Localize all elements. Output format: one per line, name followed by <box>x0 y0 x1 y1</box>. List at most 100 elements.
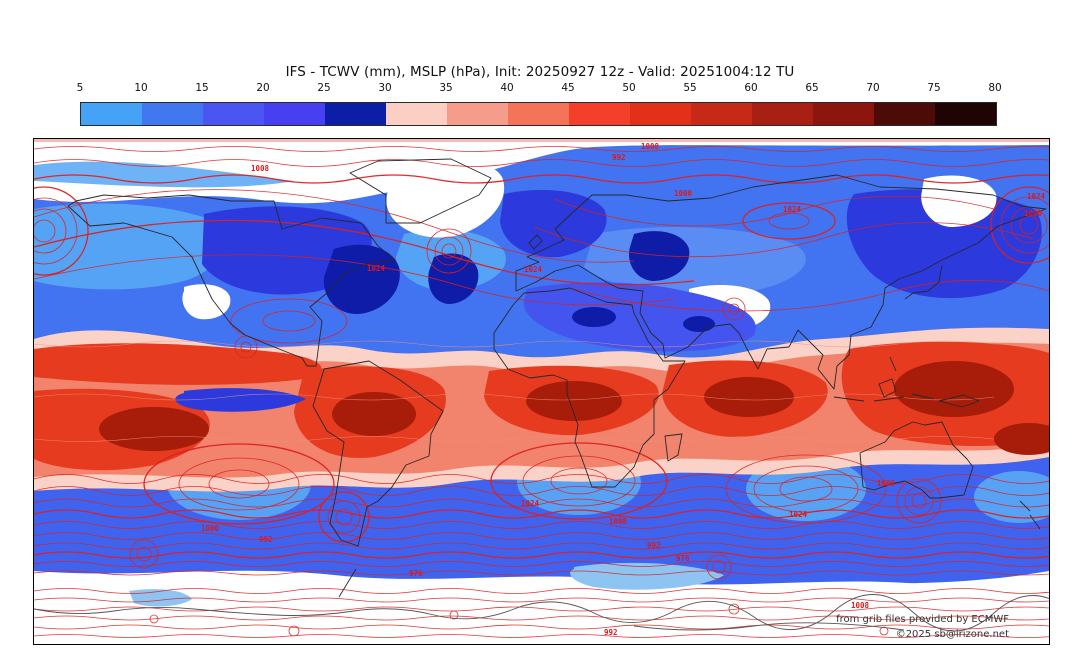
north-america-coast <box>67 194 396 367</box>
antarctica-coast-inner <box>633 622 905 631</box>
mslp-contour-label: 1024 <box>789 510 808 519</box>
british-isles-coast <box>528 234 543 250</box>
world-map: 1008 992 1008 1000 1024 1024 1000 1024 1024 1024 1… <box>33 138 1050 645</box>
aleutian-low <box>34 186 89 276</box>
copyright-credit: ©2025 sb@irizone.net <box>895 629 1009 640</box>
mslp-contour-label: 1008 <box>851 601 870 610</box>
coastlines <box>34 158 1049 632</box>
mslp-contour-label: 1008 <box>877 479 896 488</box>
sahara-navy-spot <box>572 307 616 327</box>
greenland-low <box>426 228 472 274</box>
colorbar-tick-label: 70 <box>866 82 880 94</box>
mslp-contour-label: 976 <box>676 554 690 563</box>
colorbar-tick-label: 25 <box>317 82 331 94</box>
colorbar-segments <box>80 102 997 126</box>
colorbar-tick-label: 5 <box>76 82 84 94</box>
europe-deep-blue <box>500 189 607 258</box>
plot-title: IFS - TCWV (mm), MSLP (hPa), Init: 20250… <box>285 64 795 80</box>
colorbar-tick-label: 75 <box>927 82 941 94</box>
antarctica-white <box>34 570 1049 644</box>
colorbar-segment-75-80 <box>935 103 996 125</box>
colorbar-tick-label: 50 <box>622 82 636 94</box>
colorbar-ticks: 5 10 15 20 25 30 35 40 45 50 55 60 65 70 75 80 <box>76 82 1002 97</box>
tcwv-mslp-map-canvas: 1008 992 1008 1000 1024 1024 1000 1024 1024 1024 1… <box>34 139 1049 644</box>
colorbar-segment-60-65 <box>752 103 813 125</box>
philippines-coast <box>889 356 897 372</box>
antarctic-blue-patch <box>570 562 724 590</box>
antarctic-blue-patch2 <box>129 589 192 607</box>
south-america-coast <box>312 360 444 547</box>
india-dark-core <box>704 377 794 417</box>
colorbar-segment-40-45 <box>508 103 569 125</box>
mslp-contour-label: 1000 <box>1024 209 1043 218</box>
colorbar-segment-55-60 <box>691 103 752 125</box>
colorbar-segment-25-30 <box>325 103 386 125</box>
mslp-contour-label: 1024 <box>524 265 543 274</box>
colorbar-segment-10-15 <box>142 103 203 125</box>
colorbar-segment-50-55 <box>630 103 691 125</box>
greenland-white <box>386 157 505 238</box>
colorbar-tick-label: 15 <box>195 82 209 94</box>
indonesia-coast <box>833 393 935 402</box>
colorbar-tick-label: 35 <box>439 82 453 94</box>
sahara-blue <box>523 282 756 352</box>
data-source-credit: from grib files provided by ECMWF <box>836 614 1009 625</box>
epac-itcz-red <box>34 343 322 385</box>
tasman-high-core <box>974 471 1049 523</box>
new-guinea-coast <box>938 394 980 408</box>
spcz-dark-core <box>99 407 209 451</box>
mslp-contour-label: 992 <box>259 535 273 544</box>
eastna-navy <box>323 244 400 315</box>
australia-coast <box>859 421 974 499</box>
mslp-contour-label: 1008 <box>641 142 660 151</box>
colorbar-segment-20-25 <box>264 103 325 125</box>
wpac-dark-core2 <box>994 423 1049 455</box>
colorbar-segment-70-75 <box>874 103 935 125</box>
colorbar-segment-65-70 <box>813 103 874 125</box>
antarctica-coast <box>34 594 1049 632</box>
colorbar-tick-label: 80 <box>988 82 1002 94</box>
nwpac-deep-blue <box>846 189 1042 299</box>
south-lows <box>129 478 942 580</box>
greenland-coast <box>349 158 492 224</box>
mslp-contour-label: 1008 <box>251 164 270 173</box>
colorbar-tick-label: 30 <box>378 82 392 94</box>
mideast-navy-spot <box>683 316 715 332</box>
amazon-dark-core <box>332 392 416 436</box>
colorbar-tick-label: 45 <box>561 82 575 94</box>
antarctic-peninsula-coast <box>338 568 357 598</box>
colorbar-segment-5-10 <box>81 103 142 125</box>
arctic-streak <box>34 161 294 188</box>
mslp-contour-label: 1024 <box>521 499 540 508</box>
mslp-contour-label: 976 <box>409 569 423 578</box>
eurasia-coast <box>515 174 1047 390</box>
colorbar-tick-label: 10 <box>134 82 148 94</box>
colorbar-segment-30-35 <box>386 103 447 125</box>
mslp-contour-label: 1024 <box>367 264 386 273</box>
mslp-contour-label: 1008 <box>609 517 628 526</box>
northern-moist-band <box>34 145 1049 373</box>
europe-navy <box>628 231 690 281</box>
natl-storm-navy <box>428 253 479 304</box>
mslp-contour-label: 1000 <box>201 524 220 533</box>
colorbar-segment-35-40 <box>447 103 508 125</box>
mslp-contour-label: 1024 <box>1027 192 1046 201</box>
colorbar-tick-label: 60 <box>744 82 758 94</box>
npac-light-blue <box>34 203 225 290</box>
mslp-contour-label: 992 <box>612 153 626 162</box>
rockies-white <box>182 284 231 320</box>
mslp-contour-label: 992 <box>604 628 618 637</box>
colorbar-tick-label: 55 <box>683 82 697 94</box>
top-pink-strip <box>34 139 1049 142</box>
colorbar-tick-label: 40 <box>500 82 514 94</box>
mslp-contour-label: 992 <box>647 541 661 550</box>
japan-coast <box>904 264 943 300</box>
colorbar-tick-label: 20 <box>256 82 270 94</box>
wpac-dark-core <box>894 361 1014 417</box>
colorbar-segment-45-50 <box>569 103 630 125</box>
madagascar-coast <box>664 433 683 462</box>
new-zealand-coast <box>1019 500 1041 530</box>
borneo-coast <box>878 378 897 398</box>
mslp-contours <box>34 146 1049 638</box>
